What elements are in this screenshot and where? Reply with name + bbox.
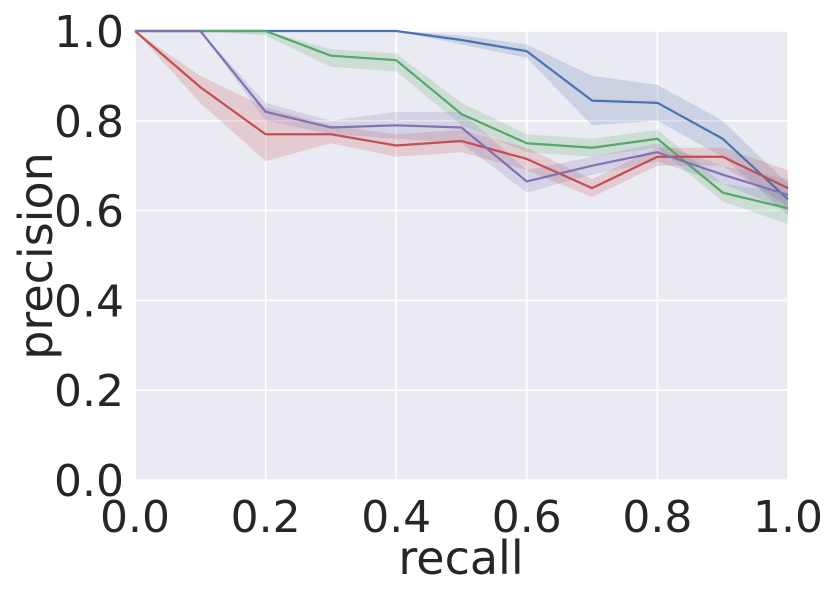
y-tick-label: 0.8: [54, 97, 124, 148]
y-tick-labels: 0.0 0.2 0.4 0.6 0.8 1.0: [54, 7, 124, 507]
y-tick-label: 0.4: [54, 276, 124, 327]
confidence-bands: [135, 31, 788, 225]
series-3-line: [134, 30, 789, 190]
y-axis-label: precision: [9, 152, 63, 360]
series-4-band: [135, 31, 788, 211]
x-tick-label: 0.0: [100, 492, 170, 543]
x-tick-labels: 0.0 0.2 0.4 0.6 0.8 1.0: [100, 492, 823, 543]
series-4-line: [135, 29, 789, 196]
series-lines: [134, 29, 789, 210]
plot-area: [135, 31, 788, 480]
y-tick-label: 0.0: [54, 456, 124, 507]
series-3-band: [135, 31, 788, 207]
x-axis-label: recall: [398, 531, 523, 585]
x-tick-label: 1.0: [753, 492, 823, 543]
grid-lines: [134, 30, 789, 481]
x-tick-label: 0.6: [492, 492, 562, 543]
y-tick-label: 0.6: [54, 187, 124, 238]
x-tick-label: 0.4: [361, 492, 431, 543]
y-tick-label: 0.2: [54, 366, 124, 417]
y-tick-label: 1.0: [54, 7, 124, 58]
x-tick-label: 0.2: [231, 492, 301, 543]
x-tick-label: 0.8: [622, 492, 692, 543]
